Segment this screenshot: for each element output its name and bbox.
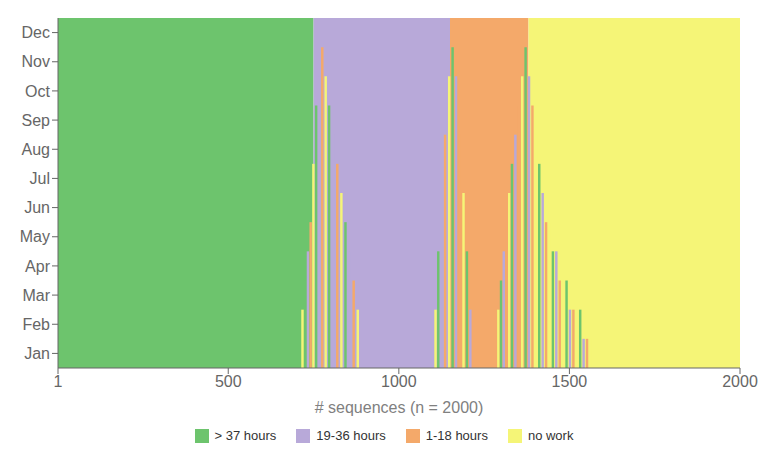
svg-text:Jun: Jun xyxy=(24,199,50,216)
svg-text:Oct: Oct xyxy=(25,83,50,100)
svg-text:1500: 1500 xyxy=(552,373,588,390)
svg-text:Aug: Aug xyxy=(22,141,50,158)
svg-text:2000: 2000 xyxy=(722,373,758,390)
html-text:1-18 hours: 1-18 hours xyxy=(425,428,488,443)
svg-text:Feb: Feb xyxy=(22,316,50,333)
svg-text:1: 1 xyxy=(54,373,63,390)
svg-text:# sequences (n = 2000): # sequences (n = 2000) xyxy=(315,399,484,416)
html-text:19-36 hours: 19-36 hours xyxy=(316,428,386,443)
svg-text:Nov: Nov xyxy=(22,53,50,70)
svg-text:500: 500 xyxy=(215,373,242,390)
svg-text:Jul: Jul xyxy=(30,170,50,187)
svg-text:Apr: Apr xyxy=(25,258,51,275)
html-text:no work: no work xyxy=(527,428,574,443)
svg-text:Dec: Dec xyxy=(22,24,50,41)
svg-text:May: May xyxy=(20,228,50,245)
html-text:> 37 hours: > 37 hours xyxy=(214,428,277,443)
svg-text:Sep: Sep xyxy=(22,112,51,129)
svg-text:Mar: Mar xyxy=(22,287,50,304)
svg-text:Jan: Jan xyxy=(24,345,50,362)
svg-text:1000: 1000 xyxy=(381,373,417,390)
